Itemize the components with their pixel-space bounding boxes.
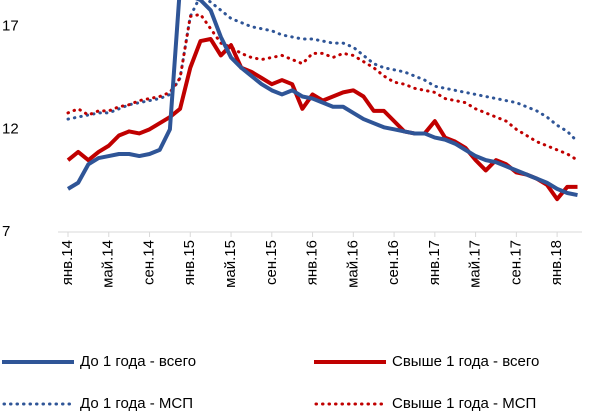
x-tick-label: янв.14: [59, 240, 76, 285]
legend-label: До 1 года - МСП: [80, 395, 193, 412]
x-tick-label: сен.14: [140, 240, 157, 285]
x-tick-label: янв.16: [304, 240, 321, 285]
x-tick-label: май.17: [467, 240, 484, 288]
x-tick-label: янв.17: [426, 240, 443, 285]
x-tick-label: янв.15: [181, 240, 198, 285]
legend-label: Свыше 1 года - МСП: [392, 395, 536, 412]
x-tick-label: сен.16: [385, 240, 402, 285]
x-tick-label: май.16: [344, 240, 361, 288]
legend-label: Свыше 1 года - всего: [392, 353, 539, 370]
y-tick-label: 17: [2, 18, 19, 35]
y-tick-label: 7: [2, 223, 10, 240]
x-tick-label: сен.17: [507, 240, 524, 285]
series-line: [66, 0, 579, 144]
plot-area: [66, 0, 579, 202]
x-tick-label: сен.15: [263, 240, 280, 285]
legend-label: До 1 года - всего: [80, 353, 196, 370]
x-tick-label: май.14: [100, 240, 117, 288]
x-tick-label: май.15: [222, 240, 239, 288]
y-tick-label: 12: [2, 120, 19, 137]
series-line: [66, 0, 578, 198]
x-tick-label: янв.18: [548, 240, 565, 285]
series-line: [66, 12, 579, 162]
